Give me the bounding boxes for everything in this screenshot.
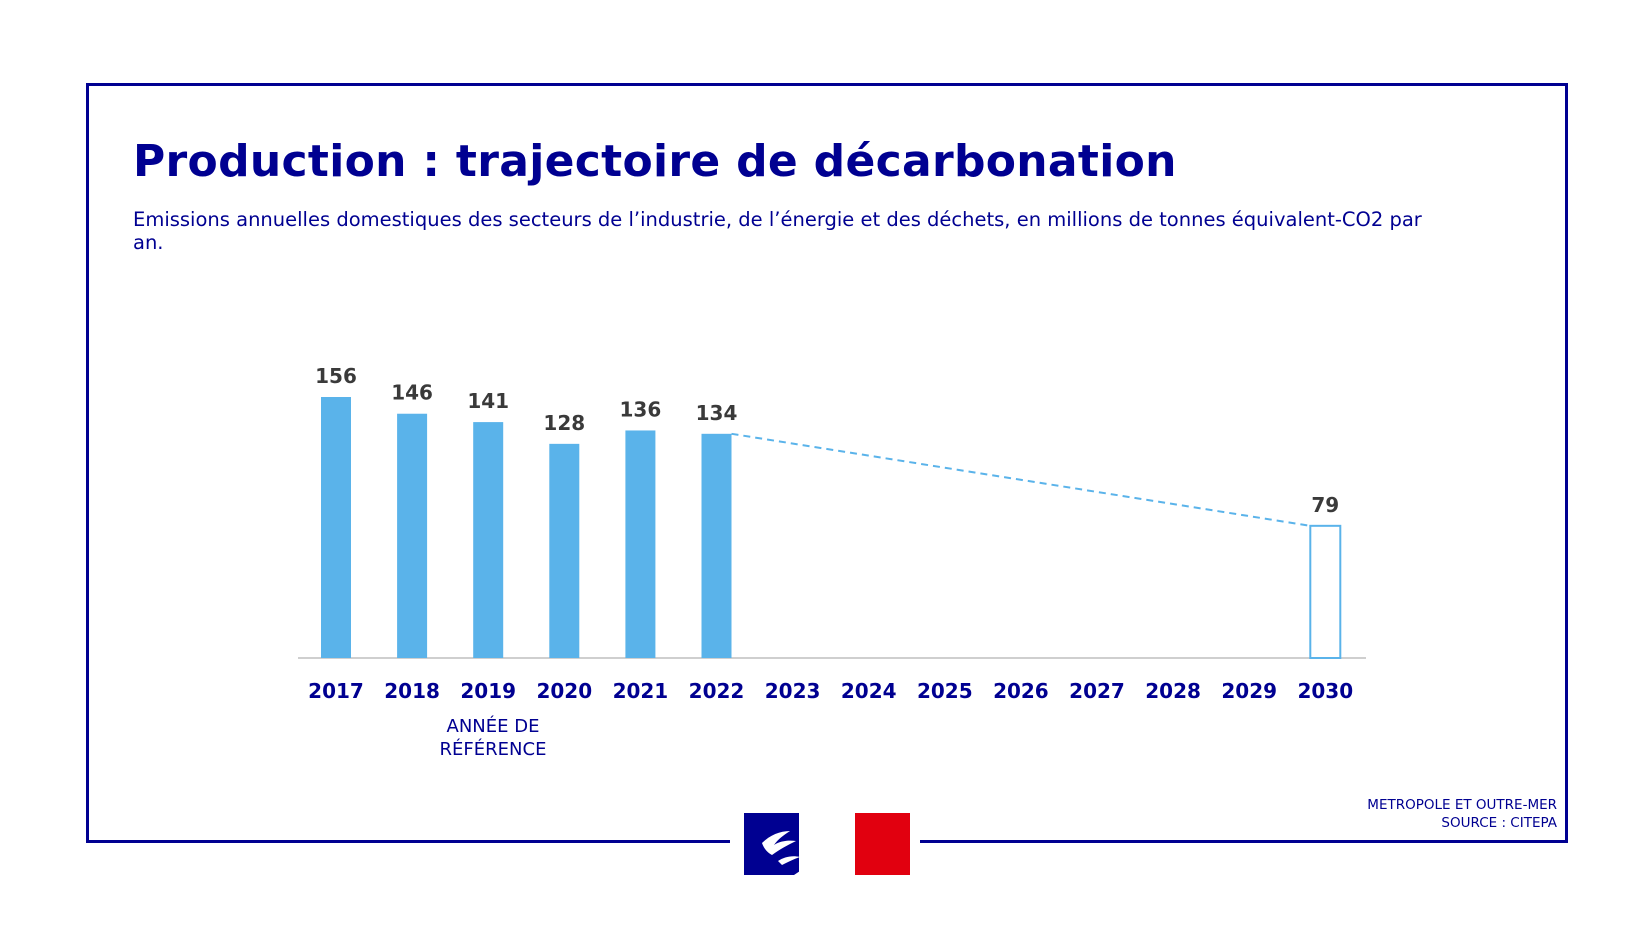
logo-hair-stroke [762,831,796,855]
bar-2021 [625,430,656,658]
annotation-line-2: RÉFÉRENCE [439,739,547,760]
target-bar-2030 [1309,524,1342,659]
bar-value-label-2019: 141 [467,389,509,413]
x-tick-label-2022: 2022 [689,679,745,703]
x-tick-label-2023: 2023 [765,679,821,703]
bar-value-label-2018: 146 [391,381,433,405]
trend-dashed-line [731,432,1311,527]
bar-value-label-2020: 128 [543,411,585,435]
marianne-logo [744,813,910,875]
x-tick-label-2025: 2025 [917,679,973,703]
x-tick-label-2018: 2018 [384,679,440,703]
footnote-source: SOURCE : CITEPA [1441,815,1557,831]
logo-red-band [855,813,910,875]
bar-2019 [473,422,504,658]
bar-2017 [321,397,351,658]
logo-scarf-stroke [778,856,800,865]
x-tick-label-2021: 2021 [613,679,669,703]
logo-profile-silhouette [794,813,855,875]
bar-2020 [549,443,580,658]
bar-2018 [397,413,428,658]
x-tick-label-2017: 2017 [308,679,364,703]
x-tick-label-2024: 2024 [841,679,897,703]
x-tick-label-2020: 2020 [536,679,592,703]
x-tick-label-2029: 2029 [1221,679,1277,703]
chart-subtitle: Emissions annuelles domestiques des sect… [133,208,1422,254]
reference-year-annotation: ANNÉE DE RÉFÉRENCE [413,715,573,761]
bar-value-label-2022: 134 [696,401,738,425]
x-tick-label-2030: 2030 [1297,679,1353,703]
bar-value-label-2030: 79 [1311,493,1339,517]
footnote: METROPOLE ET OUTRE-MER SOURCE : CITEPA [1367,796,1557,832]
annotation-line-1: ANNÉE DE [446,716,540,737]
x-tick-label-2027: 2027 [1069,679,1125,703]
x-tick-label-2019: 2019 [460,679,516,703]
bar-value-label-2021: 136 [620,397,662,421]
bar-2022 [701,433,732,658]
x-tick-label-2028: 2028 [1145,679,1201,703]
bar-value-label-2017: 156 [315,364,357,388]
footnote-scope: METROPOLE ET OUTRE-MER [1367,797,1557,813]
x-tick-label-2026: 2026 [993,679,1049,703]
page-title: Production : trajectoire de décarbonatio… [133,136,1177,187]
